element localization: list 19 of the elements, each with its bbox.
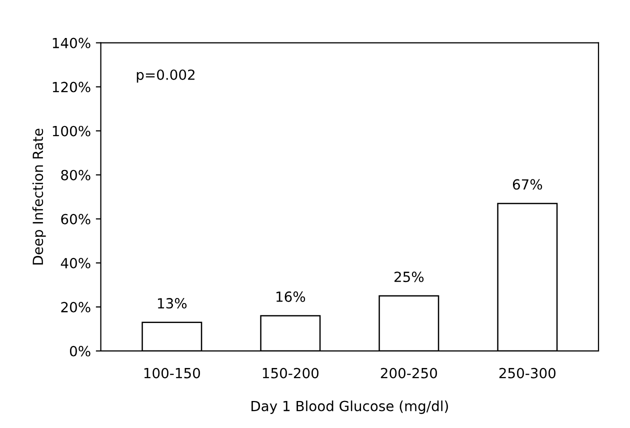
y-axis-title: Deep Infection Rate — [32, 128, 46, 264]
data-label: 67% — [512, 179, 542, 190]
data-label: 25% — [394, 272, 424, 282]
y-tick-label: 120% — [52, 82, 90, 92]
x-tick-label: 250-300 — [499, 368, 556, 378]
data-label: 16% — [276, 291, 306, 302]
y-tick-label: 140% — [52, 38, 90, 48]
annotation: p=0.002 — [136, 69, 194, 83]
y-tick-label: 60% — [61, 214, 90, 224]
x-tick-label: 100-150 — [144, 368, 200, 378]
data-label: 13% — [158, 298, 187, 309]
x-tick-label: 150-200 — [262, 368, 318, 378]
x-axis-title: Day 1 Blood Glucose (mg/dl) — [252, 400, 448, 414]
y-tick-label: 100% — [52, 126, 90, 136]
y-tick-label: 80% — [61, 170, 90, 180]
y-tick-label: 0% — [70, 346, 90, 356]
x-tick-label: 200-250 — [380, 368, 437, 378]
y-tick-label: 40% — [60, 258, 90, 268]
y-tick-label: 20% — [61, 302, 90, 312]
